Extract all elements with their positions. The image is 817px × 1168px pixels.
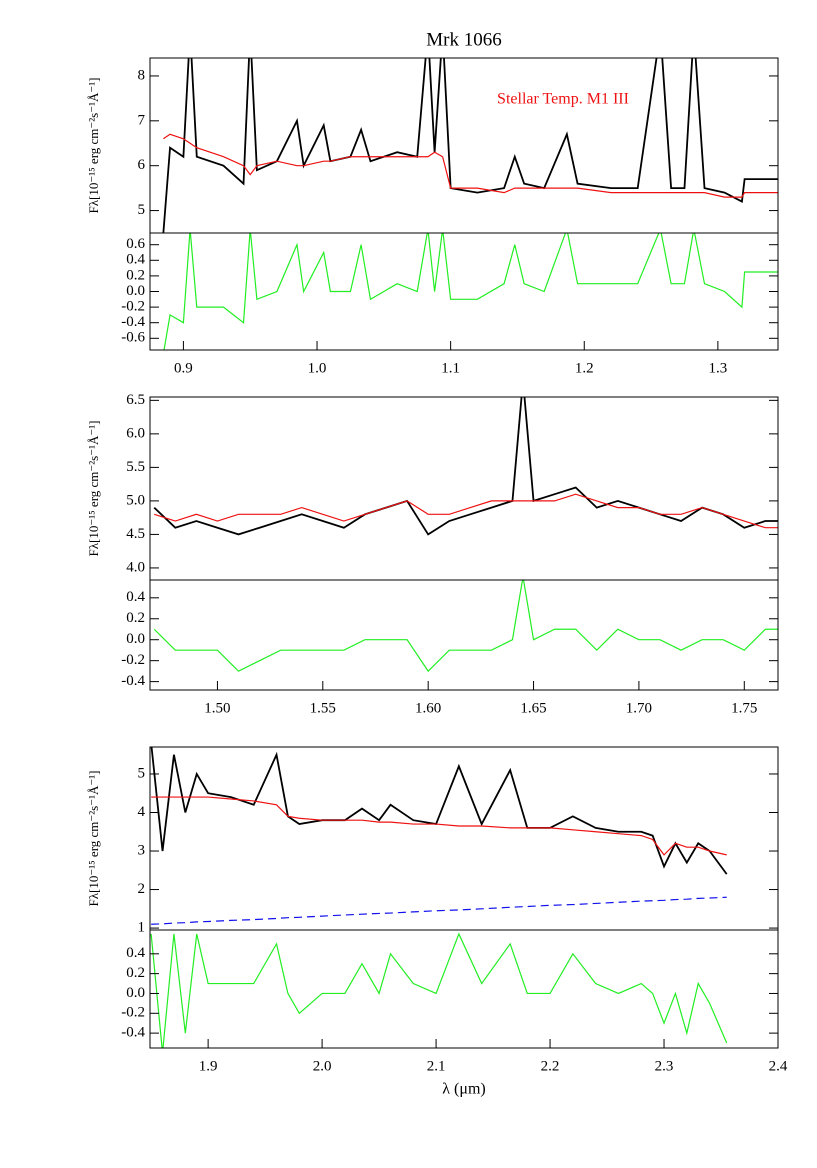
x-tick-label: 1.70	[626, 700, 652, 716]
x-tick-label: 1.75	[731, 700, 757, 716]
series-line	[163, 133, 778, 198]
x-tick-label: 1.50	[204, 700, 230, 716]
y-tick-label: -0.2	[121, 652, 145, 668]
y-tick-label: 8	[138, 67, 146, 83]
series-line	[151, 896, 727, 925]
axes-frame	[149, 579, 779, 691]
y-tick-label: 5.0	[126, 492, 145, 508]
y-tick-label: 0.6	[126, 236, 145, 252]
y-tick-label: 0.2	[126, 267, 145, 283]
y-tick-label: -0.4	[121, 314, 145, 330]
x-tick-label: 2.4	[769, 1058, 788, 1074]
x-tick-label: 1.1	[441, 360, 460, 376]
y-axis-label: Fλ[10⁻¹⁵ erg cm⁻²s⁻¹Å⁻¹]	[86, 421, 101, 557]
x-tick-label: 2.3	[655, 1058, 674, 1074]
y-tick-label: 5	[138, 202, 146, 218]
y-tick-label: 6.0	[126, 425, 145, 441]
x-tick-label: 1.3	[708, 360, 727, 376]
series-line	[162, 58, 778, 233]
y-tick-label: 5	[138, 765, 146, 781]
x-axis-label: λ (μm)	[442, 1081, 485, 1098]
x-tick-label: 2.1	[427, 1058, 446, 1074]
y-axis-label: Fλ[10⁻¹⁵ erg cm⁻²s⁻¹Å⁻¹]	[86, 771, 101, 907]
x-tick-label: 1.65	[520, 700, 546, 716]
plot-area	[150, 747, 728, 925]
plot-area	[163, 233, 778, 350]
axes-frame	[149, 396, 779, 581]
annotation: Stellar Temp. M1 III	[497, 91, 629, 108]
y-tick-label: 6.5	[126, 392, 145, 408]
plot-area	[162, 58, 778, 233]
x-tick-label: 1.55	[310, 700, 336, 716]
x-tick-label: 0.9	[174, 360, 193, 376]
x-tick-label: 1.60	[415, 700, 441, 716]
y-tick-label: 2	[138, 881, 146, 897]
y-tick-label: 0.0	[126, 283, 145, 299]
x-tick-label: 1.0	[308, 360, 327, 376]
y-tick-label: 0.0	[126, 985, 145, 1001]
y-tick-label: -0.2	[121, 299, 145, 315]
plot-area	[153, 397, 778, 536]
axes-frame	[149, 929, 779, 1049]
x-tick-label: 1.2	[575, 360, 594, 376]
x-tick-label: 2.0	[313, 1058, 332, 1074]
series-line	[153, 580, 778, 673]
y-tick-label: 6	[138, 157, 146, 173]
y-tick-label: 0.2	[126, 965, 145, 981]
y-tick-label: -0.2	[121, 1005, 145, 1021]
y-tick-label: 1	[138, 920, 146, 936]
y-tick-label: 4	[138, 804, 146, 820]
y-tick-label: -0.6	[121, 330, 145, 346]
series-line	[151, 796, 727, 856]
y-tick-label: 5.5	[126, 459, 145, 475]
y-tick-label: 0.4	[126, 945, 145, 961]
series-line	[150, 932, 728, 1048]
series-line	[150, 747, 728, 875]
x-tick-label: 1.9	[199, 1058, 218, 1074]
chart-title: Mrk 1066	[426, 29, 501, 50]
x-tick-label: 2.2	[541, 1058, 560, 1074]
y-tick-label: 0.4	[126, 252, 145, 268]
axes-frame	[149, 746, 779, 931]
y-tick-label: 0.4	[126, 589, 145, 605]
y-tick-label: -0.4	[121, 1025, 145, 1041]
plot-area	[150, 932, 728, 1048]
y-tick-label: 3	[138, 842, 146, 858]
y-tick-label: 4.5	[126, 526, 145, 542]
series-line	[154, 493, 778, 529]
y-axis-label: Fλ[10⁻¹⁵ erg cm⁻²s⁻¹Å⁻¹]	[86, 78, 101, 214]
y-tick-label: 7	[138, 112, 146, 128]
series-line	[153, 397, 778, 536]
y-tick-label: -0.4	[121, 673, 145, 689]
plot-area	[153, 580, 778, 673]
axes-frame	[149, 57, 779, 234]
y-tick-label: 4.0	[126, 559, 145, 575]
y-tick-label: 0.0	[126, 631, 145, 647]
series-line	[163, 233, 778, 350]
y-tick-label: 0.2	[126, 610, 145, 626]
axes-frame	[149, 232, 779, 351]
